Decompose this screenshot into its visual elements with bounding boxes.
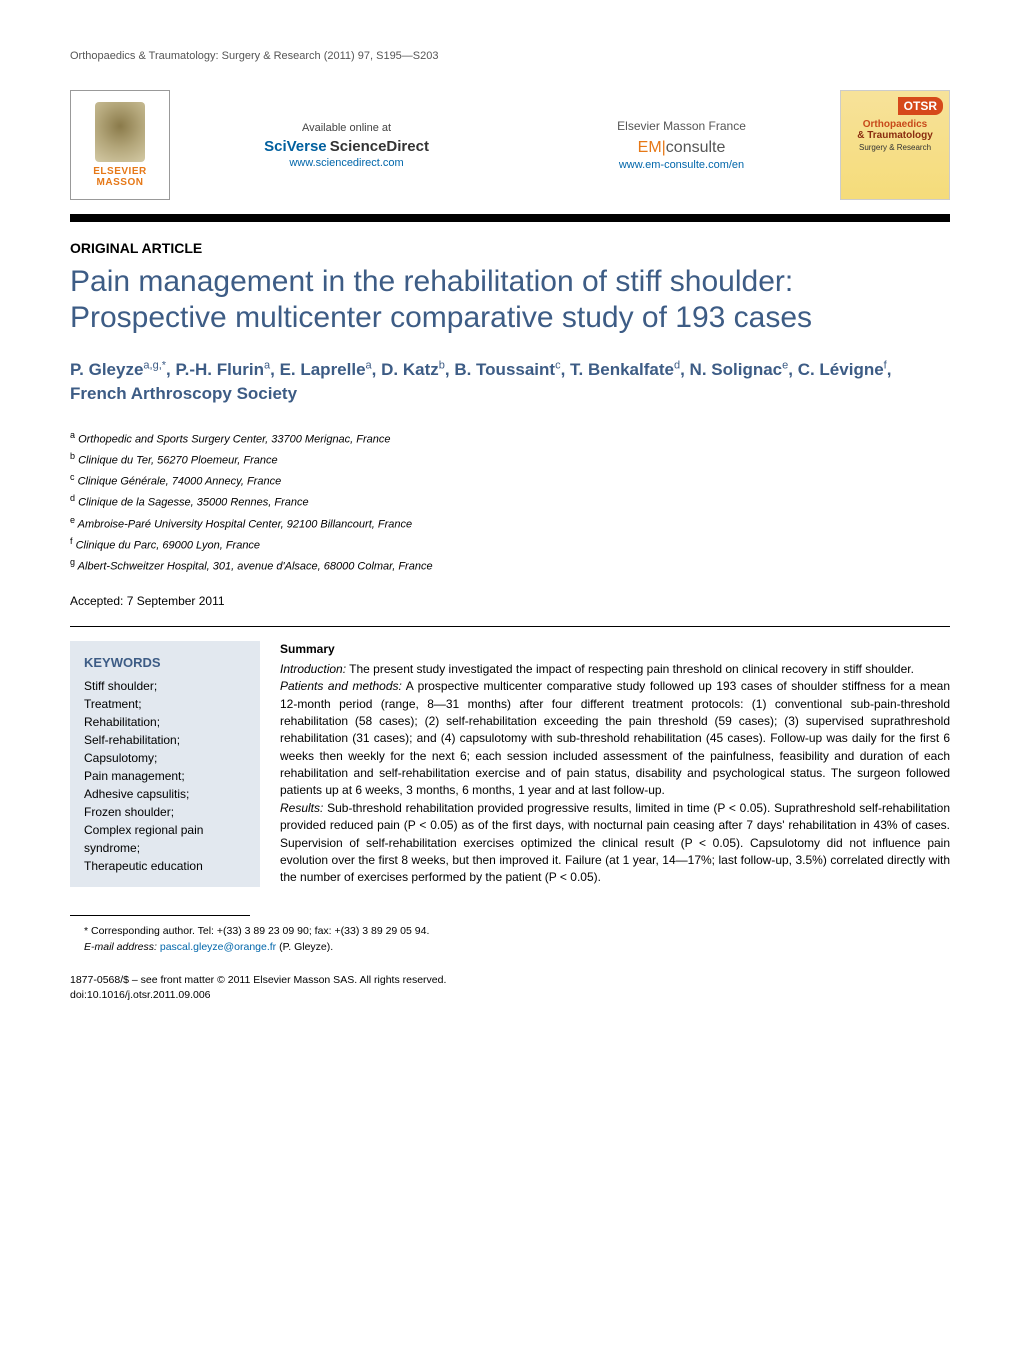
keywords-heading: KEYWORDS (84, 653, 246, 673)
accepted-date: Accepted: 7 September 2011 (70, 594, 950, 608)
author-affil-sup: a (264, 359, 270, 371)
sciverse-logo: SciVerse ScienceDirect (264, 138, 429, 155)
email-label: E-mail address: (84, 941, 157, 953)
pm-label: Patients and methods: (280, 679, 402, 693)
summary-results: Results: Sub-threshold rehabilitation pr… (280, 800, 950, 887)
emconsulte-url[interactable]: www.em-consulte.com/en (617, 159, 746, 171)
summary-patients-methods: Patients and methods: A prospective mult… (280, 678, 950, 800)
results-label: Results: (280, 801, 323, 815)
affiliation: f Clinique du Parc, 69000 Lyon, France (70, 534, 950, 555)
sciverse-word: SciVerse (264, 138, 327, 155)
sciencedirect-word: ScienceDirect (330, 138, 429, 155)
emconsulte-block: Elsevier Masson France EM|consulte www.e… (617, 119, 746, 171)
affiliation: e Ambroise-Paré University Hospital Cent… (70, 513, 950, 534)
author: D. Katz (381, 360, 439, 379)
corresponding-line: * Corresponding author. Tel: +(33) 3 89 … (84, 924, 950, 940)
em-prefix: EM (638, 139, 662, 156)
author: E. Laprelle (280, 360, 366, 379)
elsevier-tree-icon (95, 102, 145, 162)
article-title: Pain management in the rehabilitation of… (70, 264, 950, 336)
keywords-box: KEYWORDS Stiff shoulder; Treatment; Reha… (70, 641, 260, 887)
author-affil-sup: a,g,* (143, 359, 166, 371)
copyright-block: 1877-0568/$ – see front matter © 2011 El… (70, 973, 950, 1002)
otsr-trauma-label: & Traumatology (847, 130, 943, 141)
available-online-label: Available online at (264, 122, 429, 134)
author-affil-sup: b (439, 359, 445, 371)
consulte-word: consulte (666, 139, 726, 156)
affiliation: d Clinique de la Sagesse, 35000 Rennes, … (70, 491, 950, 512)
otsr-sr-label: Surgery & Research (847, 143, 943, 152)
author: B. Toussaint (454, 360, 555, 379)
author: C. Lévigne (798, 360, 884, 379)
copyright-line: 1877-0568/$ – see front matter © 2011 El… (70, 973, 950, 988)
author-affil-sup: d (674, 359, 680, 371)
header-rule (70, 214, 950, 222)
summary-introduction: Introduction: The present study investig… (280, 661, 950, 678)
otsr-tag: OTSR (898, 97, 943, 115)
otsr-ortho-label: Orthopaedics (847, 119, 943, 130)
journal-header: ELSEVIER MASSON Available online at SciV… (70, 82, 950, 214)
masson-text: MASSON (97, 177, 144, 188)
emconsulte-logo: EM|consulte (617, 139, 746, 157)
section-rule (70, 626, 950, 627)
sciencedirect-url[interactable]: www.sciencedirect.com (264, 157, 429, 169)
doi-line: doi:10.1016/j.otsr.2011.09.006 (70, 988, 950, 1003)
author: T. Benkalfate (570, 360, 674, 379)
elsevier-text: ELSEVIER (93, 166, 146, 177)
otsr-journal-cover: OTSR Orthopaedics & Traumatology Surgery… (840, 90, 950, 200)
sciencedirect-block: Available online at SciVerse ScienceDire… (264, 122, 429, 169)
author-affil-sup: e (782, 359, 788, 371)
header-links: Available online at SciVerse ScienceDire… (180, 119, 830, 171)
affiliation: c Clinique Générale, 74000 Annecy, Franc… (70, 470, 950, 491)
intro-label: Introduction: (280, 662, 346, 676)
affiliation: g Albert-Schweitzer Hospital, 301, avenu… (70, 555, 950, 576)
elsevier-masson-france-label: Elsevier Masson France (617, 119, 746, 133)
abstract-row: KEYWORDS Stiff shoulder; Treatment; Reha… (70, 641, 950, 887)
elsevier-masson-logo: ELSEVIER MASSON (70, 90, 170, 200)
author: N. Solignac (690, 360, 783, 379)
author-list: P. Gleyzea,g,*, P.-H. Flurina, E. Laprel… (70, 358, 950, 406)
author: P.-H. Flurin (176, 360, 264, 379)
author: P. Gleyze (70, 360, 143, 379)
author-affil-sup: f (884, 359, 887, 371)
author-affil-sup: c (555, 359, 561, 371)
affiliation: a Orthopedic and Sports Surgery Center, … (70, 428, 950, 449)
intro-text: The present study investigated the impac… (346, 662, 914, 676)
keywords-list: Stiff shoulder; Treatment; Rehabilitatio… (84, 677, 246, 875)
summary-heading: Summary (280, 641, 950, 658)
corresponding-email[interactable]: pascal.gleyze@orange.fr (160, 941, 276, 953)
author-group: French Arthroscopy Society (70, 384, 297, 403)
running-header: Orthopaedics & Traumatology: Surgery & R… (70, 50, 950, 62)
summary-block: Summary Introduction: The present study … (280, 641, 950, 886)
results-text: Sub-threshold rehabilitation provided pr… (280, 801, 950, 885)
author-affil-sup: a (366, 359, 372, 371)
article-type-label: ORIGINAL ARTICLE (70, 240, 950, 256)
affiliation: b Clinique du Ter, 56270 Ploemeur, Franc… (70, 449, 950, 470)
email-who: (P. Gleyze). (276, 941, 333, 953)
footnote-rule (70, 915, 250, 916)
corresponding-author-footnote: * Corresponding author. Tel: +(33) 3 89 … (70, 924, 950, 956)
email-line: E-mail address: pascal.gleyze@orange.fr … (84, 940, 950, 956)
affiliation-list: a Orthopedic and Sports Surgery Center, … (70, 428, 950, 577)
pm-text: A prospective multicenter comparative st… (280, 679, 950, 797)
